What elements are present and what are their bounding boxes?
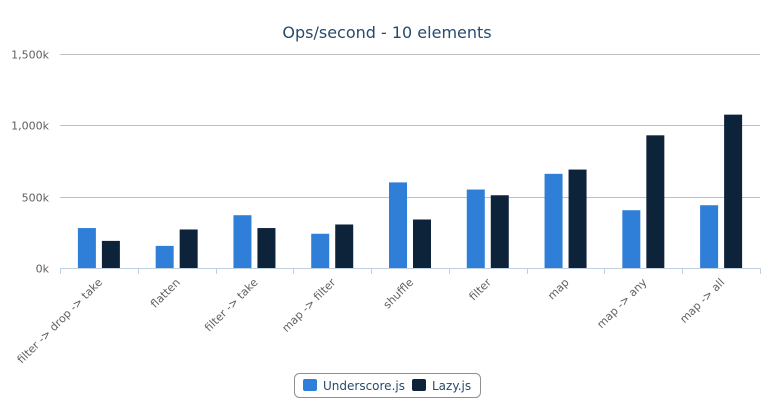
x-axis: [60, 268, 761, 274]
bar-underscore-js-5[interactable]: [466, 189, 485, 268]
legend[interactable]: Underscore.js Lazy.js: [294, 373, 481, 398]
bar-lazy-js-0[interactable]: [101, 240, 120, 268]
bar-lazy-js-2[interactable]: [257, 228, 276, 268]
bar-underscore-js-3[interactable]: [311, 233, 330, 268]
bar-lazy-js-5[interactable]: [490, 195, 509, 268]
bar-underscore-js-6[interactable]: [544, 173, 563, 268]
legend-swatch-underscore-js[interactable]: [303, 379, 317, 391]
x-axis-tick-labels: filter -> drop -> take flatten filter -> t…: [15, 276, 728, 367]
chart-title: Ops/second - 10 elements: [282, 23, 491, 42]
grid-lines: [60, 54, 760, 198]
bars: [77, 114, 743, 268]
x-tick-label: shuffle: [381, 276, 417, 312]
bar-lazy-js-4[interactable]: [413, 219, 431, 268]
bar-underscore-js-2[interactable]: [233, 215, 252, 268]
legend-label-underscore-js[interactable]: Underscore.js: [323, 379, 405, 393]
x-tick-label: map -> all: [677, 276, 727, 326]
bar-lazy-js-7[interactable]: [646, 135, 665, 268]
x-tick-label: map: [545, 276, 571, 302]
bar-lazy-js-6[interactable]: [568, 169, 587, 268]
y-tick-label: 1,500k: [11, 49, 49, 62]
legend-box: [294, 373, 481, 398]
bar-lazy-js-3[interactable]: [335, 224, 354, 268]
bar-underscore-js-4[interactable]: [389, 182, 407, 268]
bar-lazy-js-8[interactable]: [724, 114, 743, 268]
x-tick-label: filter: [467, 276, 495, 304]
bar-underscore-js-1[interactable]: [155, 245, 174, 268]
y-tick-label: 0k: [36, 263, 50, 276]
x-tick-label: flatten: [148, 276, 183, 311]
legend-swatch-lazy-js[interactable]: [412, 379, 426, 391]
x-tick-label: map -> filter: [279, 276, 338, 335]
y-tick-label: 1,000k: [11, 120, 49, 133]
bar-underscore-js-0[interactable]: [77, 228, 96, 268]
y-tick-label: 500k: [22, 192, 50, 205]
x-tick-label: filter -> drop -> take: [15, 276, 105, 366]
x-tick-label: filter -> take: [202, 276, 261, 335]
bar-underscore-js-8[interactable]: [700, 205, 719, 268]
legend-label-lazy-js[interactable]: Lazy.js: [432, 379, 471, 393]
y-axis-tick-labels: 0k 500k 1,000k 1,500k: [11, 49, 49, 276]
bar-underscore-js-7[interactable]: [622, 210, 641, 268]
bar-lazy-js-1[interactable]: [179, 229, 198, 268]
x-tick-label: map -> any: [594, 276, 649, 331]
